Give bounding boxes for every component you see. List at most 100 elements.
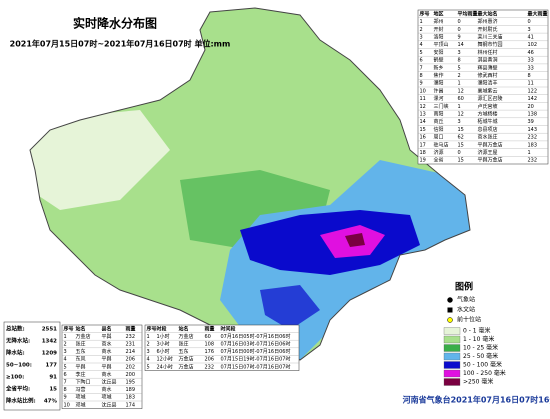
table-cell: 0 [458,150,461,156]
table-cell: 33 [528,65,534,71]
legend-symbol [447,307,453,313]
table-cell: 商水张庄 [478,134,498,141]
table-cell: 商水 [102,348,112,355]
stats-cell: 降水站: [6,349,25,357]
table-cell: 12 [458,111,464,117]
table-cell: 3 [458,119,461,125]
table-header: 平均雨量 [458,10,478,17]
table-cell: 176 [205,349,215,355]
table-cell: 7 [64,380,67,386]
table-cell: 1 [528,150,531,156]
table-cell: 濮阳清丰 [478,80,498,87]
table-cell: 1 [420,19,423,25]
table-cell: 60 [205,334,211,340]
table-cell: 15 [420,127,426,133]
stats-cell: 全省平均: [5,385,30,393]
table-header: 序号 [419,10,430,17]
table-cell: 平舆万金店 [478,141,503,148]
table-cell: 232 [126,334,136,340]
legend-swatch [443,369,461,378]
table-cell: 214 [126,349,136,355]
table-cell: 8 [420,73,423,79]
table-header: 地区 [434,10,444,17]
table-cell: 濮阳 [434,80,444,87]
table-cell: 开封尉氏 [478,26,498,33]
table-header: 序号 [63,325,74,332]
table-cell: 3 [420,34,423,40]
legend-symbol-label: 水文站 [457,306,475,314]
table-cell: 14 [420,119,426,125]
table-cell: 源汇区召陵 [478,95,503,102]
table-cell: 07月16日00时-07月16日06时 [221,348,291,355]
table-cell: 183 [528,142,538,148]
table-cell: 3 [458,50,461,56]
table-cell: 商水 [102,386,112,393]
table-cell: 郑州 [434,18,444,25]
table-cell: 7 [420,65,423,71]
table-cell: 231 [126,342,136,348]
table-cell: 183 [126,395,136,401]
table-cell: 4 [64,357,67,363]
table-cell: 2 [420,27,423,33]
table-cell: 郑州惠济 [478,18,498,25]
table-cell: 商丘 [434,118,444,125]
table-header: 时段 [157,325,167,332]
legend-swatch [443,378,461,386]
table-cell: 8 [528,73,531,79]
table-cell: 16 [420,135,426,141]
legend-symbol [447,317,453,323]
table-cell: 41 [528,34,534,40]
table-cell: 17 [420,142,426,148]
table-cell: 舞钢市竹园 [478,41,503,48]
table-cell: 淇县黄洞 [478,57,498,64]
table-cell: 15 [458,127,464,133]
legend-label: 100 - 250 毫米 [463,369,506,377]
stats-cell: 无降水站: [5,337,30,345]
table-cell: 5 [147,364,150,370]
legend-label: 0 - 1 毫米 [463,327,491,335]
table-cell: 南阳 [434,110,444,117]
table-cell: 4 [420,42,423,48]
table-cell: 9 [64,395,67,401]
table-cell: 万金店 [179,356,194,363]
table-cell: 6 [420,58,423,64]
table-cell: 12 [458,88,464,94]
table-frame [61,324,143,409]
table-header: 最大站名 [478,10,498,17]
table-cell: 平舆 [102,333,112,340]
table-header: 县名 [102,325,112,332]
table-cell: 沈丘县 [102,401,117,408]
table-cell: 平舆 [102,363,112,370]
table-cell: 0 [458,27,461,33]
table-header: 时间段 [221,325,236,332]
table-cell: 9 [420,81,423,87]
table-cell: 33 [528,58,534,64]
table-cell: 信阳 [434,126,444,133]
table-cell: 1小时 [157,333,170,340]
table-cell: 1 [458,104,461,110]
table-cell: 五东 [179,348,189,355]
table-cell: 8 [64,387,67,393]
table-cell: 232 [205,364,215,370]
table-cell: 14 [458,42,464,48]
table-cell: 李庄 [76,371,86,378]
table-cell: 19 [420,158,426,164]
table-cell: 沈丘县 [102,379,117,386]
table-cell: 济源王屋 [478,149,498,156]
table-cell: 项城 [102,394,112,401]
table-header: 最大雨量 [528,10,548,17]
table-cell: 62 [458,135,464,141]
table-cell: 修武西村 [478,72,498,79]
table-cell: 13 [420,111,426,117]
table-cell: 3小时 [157,341,170,348]
table-cell: 周口 [434,135,444,141]
stats-cell: 降水站比例: [6,397,36,405]
legend-swatch [443,344,461,352]
table-cell: 2 [147,342,150,348]
table-cell: 142 [528,96,538,102]
table-cell: 07月15日19时-07月16日07时 [221,356,291,363]
table-cell: 6小时 [157,348,170,355]
table-cell: 鹤壁 [434,57,444,64]
stats-cell: 177 [46,363,58,369]
